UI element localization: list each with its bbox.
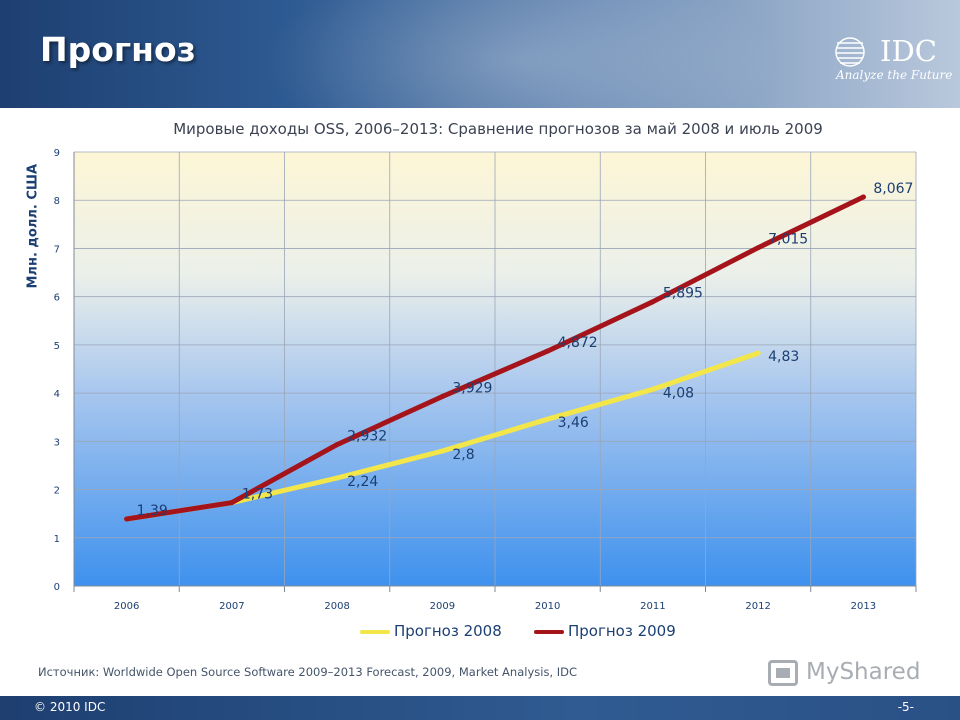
watermark-text: MyShared bbox=[806, 659, 921, 685]
data-label: 1,39 bbox=[137, 503, 168, 519]
data-label: 8,067 bbox=[873, 181, 913, 197]
data-point bbox=[334, 442, 340, 448]
data-point bbox=[860, 194, 866, 200]
data-point bbox=[755, 245, 761, 251]
y-tick-label: 2 bbox=[54, 486, 60, 497]
x-tick-label: 2006 bbox=[114, 601, 139, 612]
data-point bbox=[334, 475, 340, 481]
data-label: 2,8 bbox=[452, 447, 474, 463]
y-tick-label: 0 bbox=[54, 582, 60, 593]
data-label: 3,929 bbox=[452, 381, 492, 397]
legend-item-series-1: Прогноз 2008 bbox=[360, 622, 502, 640]
data-point bbox=[439, 394, 445, 400]
x-tick-label: 2010 bbox=[535, 601, 560, 612]
x-tick-label: 2013 bbox=[851, 601, 876, 612]
y-tick-label: 8 bbox=[54, 196, 60, 207]
data-label: 4,872 bbox=[558, 335, 598, 351]
y-tick-label: 7 bbox=[54, 244, 60, 255]
y-tick-label: 5 bbox=[54, 341, 60, 352]
data-point bbox=[545, 348, 551, 354]
legend-label-series-2: Прогноз 2009 bbox=[568, 622, 676, 640]
data-point bbox=[229, 500, 235, 506]
y-tick-label: 6 bbox=[54, 293, 60, 304]
data-label: 7,015 bbox=[768, 232, 808, 248]
data-label: 4,83 bbox=[768, 349, 799, 365]
data-point bbox=[439, 448, 445, 454]
data-point bbox=[124, 516, 130, 522]
copyright: © 2010 IDC bbox=[34, 700, 106, 714]
data-label: 3,46 bbox=[558, 415, 589, 431]
legend-label-series-1: Прогноз 2008 bbox=[394, 622, 502, 640]
logo-tagline: Analyze the Future bbox=[836, 68, 953, 82]
data-point bbox=[650, 299, 656, 305]
slide-header: Прогноз IDC Analyze the Future bbox=[0, 0, 960, 108]
data-label: 2,24 bbox=[347, 474, 378, 490]
y-tick-label: 9 bbox=[54, 148, 60, 159]
x-tick-label: 2008 bbox=[324, 601, 349, 612]
slide-footer: © 2010 IDC -5- bbox=[0, 696, 960, 720]
presentation-icon bbox=[768, 660, 798, 686]
logo-word: IDC bbox=[880, 34, 937, 68]
data-point bbox=[755, 350, 761, 356]
data-point bbox=[545, 416, 551, 422]
x-tick-label: 2011 bbox=[640, 601, 665, 612]
legend-item-series-2: Прогноз 2009 bbox=[534, 622, 676, 640]
y-tick-label: 4 bbox=[54, 389, 60, 400]
data-label: 5,895 bbox=[663, 286, 703, 302]
idc-globe-icon bbox=[835, 37, 865, 67]
legend-swatch-series-1 bbox=[360, 629, 390, 634]
source-note: Источник: Worldwide Open Source Software… bbox=[38, 665, 578, 679]
chart-title: Мировые доходы OSS, 2006–2013: Сравнение… bbox=[173, 120, 823, 138]
data-label: 2,932 bbox=[347, 429, 387, 445]
data-label: 1,73 bbox=[242, 487, 273, 503]
header-glow bbox=[260, 0, 780, 108]
slide-title: Прогноз bbox=[40, 30, 196, 69]
series-line-2 bbox=[124, 194, 866, 522]
page-number: -5- bbox=[897, 700, 914, 714]
data-point bbox=[650, 386, 656, 392]
watermark: MyShared bbox=[768, 657, 928, 691]
legend-swatch-series-2 bbox=[534, 629, 564, 634]
x-tick-label: 2007 bbox=[219, 601, 244, 612]
data-label: 4,08 bbox=[663, 385, 694, 401]
idc-logo: IDC Analyze the Future bbox=[834, 34, 952, 86]
y-tick-label: 1 bbox=[54, 534, 60, 545]
x-tick-label: 2009 bbox=[430, 601, 455, 612]
y-tick-label: 3 bbox=[54, 437, 60, 448]
x-tick-label: 2012 bbox=[745, 601, 770, 612]
